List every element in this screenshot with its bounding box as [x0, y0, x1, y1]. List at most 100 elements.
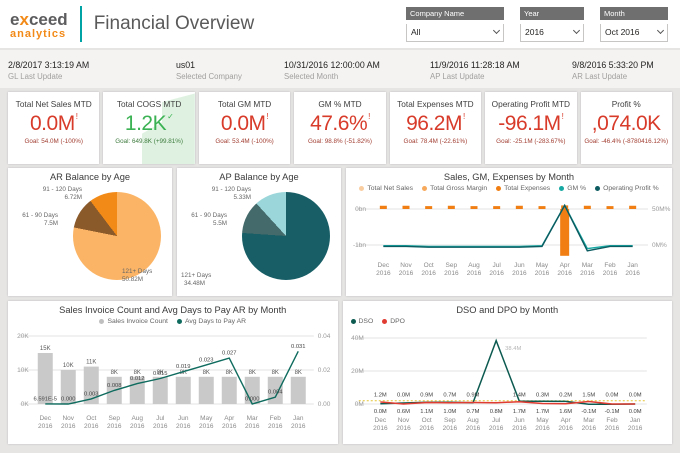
- x-axis-label: Feb 2016: [268, 415, 283, 430]
- line-label: 0.019: [176, 364, 191, 370]
- invoice-chart-canvas: 20K 0.04 10K 0.02 0K 0.00 15K 10K 11K 8K 8K 8K 8K 8K 8…: [17, 333, 331, 430]
- bar-label: 8K: [134, 370, 141, 376]
- slicer-dropdown-year[interactable]: 2016: [520, 23, 584, 42]
- x-axis-label: Dec 2016: [373, 417, 388, 432]
- status-label: AR Last Update: [572, 71, 628, 81]
- slicer-dropdown-month[interactable]: Oct 2016: [600, 23, 668, 42]
- logo-wordmark: exceed: [10, 9, 68, 29]
- status-value: us01: [176, 59, 196, 70]
- page-title: Financial Overview: [93, 13, 255, 34]
- pie-slice-value: 34.48M: [184, 280, 206, 288]
- slicer-selected-value: Oct 2016: [605, 26, 640, 37]
- x-axis-label: Sep 2016: [107, 415, 122, 430]
- kpi-goal: Goal: 53.4M (-100%): [215, 138, 274, 145]
- status-value: 9/8/2016 5:33:20 PM: [572, 59, 654, 70]
- legend-label: DSO: [358, 318, 374, 325]
- kpi-title: GM % MTD: [318, 99, 362, 109]
- slicer-dropdown-company-name[interactable]: All: [406, 23, 504, 42]
- brand-divider: [79, 6, 82, 42]
- bar-total-expenses: [493, 206, 501, 209]
- legend-dot: [359, 186, 365, 191]
- x-axis-label: Feb 2016: [604, 417, 619, 432]
- line-label-dpo: 0.3M: [536, 393, 549, 399]
- chart-title: Sales Invoice Count and Avg Days to Pay …: [59, 305, 287, 315]
- bar-total-expenses: [629, 205, 637, 209]
- x-axis-label: May 2016: [199, 415, 214, 430]
- legend-dot: [496, 186, 502, 191]
- y-axis-label-right: 0.00: [318, 401, 331, 408]
- bar-total-expenses: [583, 205, 591, 209]
- pie-slice-label: 91 - 120 Days 5.33M: [189, 186, 251, 202]
- pie-slice-value: 50.82M: [122, 276, 144, 284]
- kpi-value: 96.2M!: [406, 112, 465, 135]
- legend-dot: [99, 319, 105, 324]
- x-axis-label: Jun 2016: [512, 417, 527, 432]
- kpi-card-total-net-sales-mtd: Total Net Sales MTD 0.0M! Goal: 54.0M (-10…: [8, 92, 100, 164]
- status-label: Selected Company: [176, 71, 242, 81]
- status-value: 10/31/2016 12:00:00 AM: [284, 59, 380, 70]
- kpi-goal: Goal: -46.4% (-8780416.12%): [584, 138, 669, 145]
- status-card: 2/8/2017 3:13:19 AM GL Last Update: [8, 58, 176, 81]
- x-axis-label: Mar 2016: [245, 415, 260, 430]
- x-axis-label: Sep 2016: [444, 262, 459, 277]
- peak-label: 38.4M: [505, 346, 521, 352]
- bar-total-expenses: [538, 206, 546, 209]
- pie-slice-name: 121+ Days: [181, 272, 212, 280]
- chart-legend: Total Net Sales Total Gross Margin Total E…: [346, 182, 672, 193]
- x-axis-label: Feb 2016: [603, 262, 618, 277]
- y-axis-label-right: 50M%: [652, 206, 671, 213]
- x-axis-label: Nov 2016: [396, 417, 411, 432]
- line-gm-: [383, 203, 633, 250]
- kpi-card-total-expenses-mtd: Total Expenses MTD 96.2M! Goal: 78.4M (-22…: [389, 92, 482, 164]
- line-label: 0.023: [199, 357, 214, 363]
- alert-icon: !: [561, 112, 564, 121]
- pie-slice-label: 91 - 120 Days 6.72M: [20, 186, 82, 202]
- x-axis-label: May 2016: [535, 262, 550, 277]
- y-axis-label-right: 0.04: [318, 333, 331, 340]
- line-label-dpo: 1.4M: [512, 393, 525, 399]
- line-label: 0.015: [153, 371, 168, 377]
- chart-legend: Sales Invoice Count Avg Days to Pay AR: [8, 315, 338, 326]
- legend-dot: [176, 319, 182, 324]
- bar-sales-invoice-count: [221, 376, 237, 404]
- legend-label: Sales Invoice Count: [107, 318, 168, 325]
- x-axis-label: Nov 2016: [399, 262, 414, 277]
- bar-sales-invoice-count: [152, 376, 168, 404]
- status-card: 10/31/2016 12:00:00 AM Selected Month: [284, 58, 430, 81]
- pie-chart-area: 121+ Days 50.82M 61 - 90 Days 7.5M 91 - 120 …: [8, 182, 172, 290]
- legend-label: Total Gross Margin: [430, 185, 488, 192]
- bar-total-expenses: [402, 205, 410, 209]
- status-strip: 2/8/2017 3:13:19 AM GL Last Update us01 Sel…: [0, 50, 680, 88]
- x-axis-label: Jan 2016: [625, 262, 640, 277]
- chart-dso-dpo: DSO and DPO by Month DSO DPO 40M 20M 0M 0.0M 0.…: [342, 301, 672, 444]
- kpi-value: 0.0M!: [30, 112, 78, 135]
- kpi-value: 1.2K✓: [124, 112, 174, 135]
- line-label: 0.012: [130, 376, 145, 382]
- bar-total-expenses: [606, 206, 614, 209]
- x-axis-label: Oct 2016: [84, 415, 99, 430]
- bar-total-expenses: [515, 205, 523, 209]
- logo-subtext: analytics: [10, 27, 67, 40]
- slicer-group: Company Name All Year 2016 Month Oct 2016: [406, 6, 670, 42]
- alert-icon: !: [368, 112, 370, 121]
- x-axis-label: Apr 2016: [558, 417, 573, 432]
- y-axis-label-left: 0K: [21, 401, 30, 408]
- legend-label: Total Net Sales: [367, 185, 414, 192]
- slicer-selected-value: 2016: [525, 26, 544, 37]
- kpi-card-profit-: Profit % ,074.0K Goal: -46.4% (-8780416.12…: [580, 92, 672, 164]
- legend-label: Avg Days to Pay AR: [184, 318, 247, 325]
- x-axis-label: Aug 2016: [465, 417, 480, 432]
- status-value: 2/8/2017 3:13:19 AM: [8, 59, 90, 70]
- line-label-dso: 1.6M: [559, 409, 572, 415]
- pie-slice-name: 61 - 90 Days: [191, 212, 227, 219]
- bar-label: 8K: [180, 370, 187, 376]
- bar-label: 8K: [249, 370, 256, 376]
- x-axis-label: Apr 2016: [557, 262, 572, 277]
- x-axis-label: Dec 2016: [376, 262, 391, 277]
- kpi-value: ,074.0K: [591, 112, 661, 135]
- kpi-card-operating-profit-mtd: Operating Profit MTD -96.1M! Goal: -25.1M …: [485, 92, 577, 164]
- pie-slice-name: 61 - 90 Days: [22, 212, 58, 219]
- kpi-title: Total Expenses MTD: [397, 99, 474, 109]
- slicer-label: Year: [520, 6, 584, 20]
